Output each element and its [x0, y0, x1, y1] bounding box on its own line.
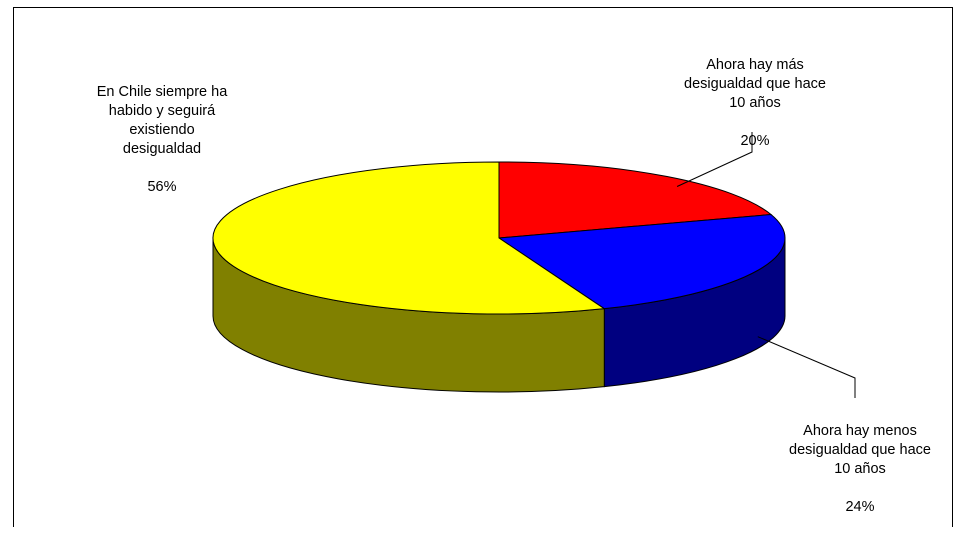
pie-slice-mas [498, 161, 773, 239]
pie-slice-menos [497, 213, 786, 310]
leader-line-menos [757, 336, 856, 398]
chart-frame [13, 7, 953, 527]
data-label-menos-text: Ahora hay menos desigualdad que hace 10 … [789, 423, 931, 477]
data-label-siempre-value: 56% [147, 179, 177, 195]
data-label-siempre: En Chile siempre ha habido y seguirá exi… [62, 64, 262, 197]
leader-line-mas [676, 132, 753, 187]
pie-slice-siempre [212, 161, 606, 315]
data-label-mas: Ahora hay más desigualdad que hace 10 añ… [655, 37, 855, 151]
data-label-siempre-text: En Chile siempre ha habido y seguirá exi… [96, 84, 228, 157]
data-label-menos: Ahora hay menos desigualdad que hace 10 … [760, 403, 960, 517]
data-label-mas-value: 20% [740, 133, 770, 149]
data-label-menos-value: 24% [845, 499, 875, 515]
data-label-mas-text: Ahora hay más desigualdad que hace 10 añ… [684, 57, 826, 111]
